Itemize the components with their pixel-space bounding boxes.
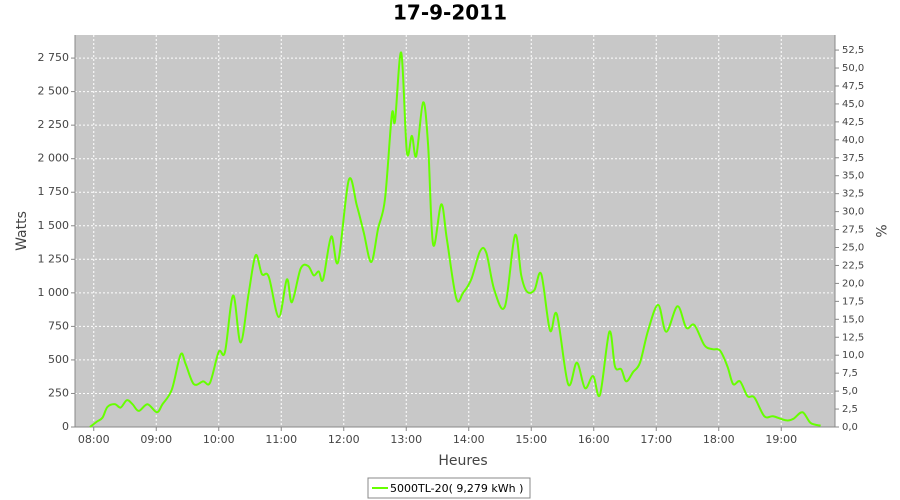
x-axis-label: Heures bbox=[438, 453, 487, 469]
x-tick-label: 12:00 bbox=[328, 433, 360, 446]
x-tick-label: 14:00 bbox=[453, 433, 485, 446]
y-tick-label: 1 000 bbox=[38, 286, 70, 299]
y2-tick-label: 2,5 bbox=[842, 404, 858, 415]
y2-tick-label: 17,5 bbox=[842, 296, 864, 307]
legend-label: 5000TL-20( 9,279 kWh ) bbox=[390, 482, 523, 495]
plot-area bbox=[75, 35, 835, 427]
y-tick-label: 1 250 bbox=[38, 252, 70, 265]
y-tick-label: 1 750 bbox=[38, 185, 70, 198]
legend-box bbox=[367, 477, 531, 499]
y2-tick-label: 0,0 bbox=[842, 422, 858, 433]
y2-tick-label: 5,0 bbox=[842, 386, 858, 397]
x-tick-label: 13:00 bbox=[390, 433, 422, 446]
y2-axis-label: % bbox=[872, 224, 888, 237]
y2-tick-label: 50,0 bbox=[842, 63, 864, 74]
y-tick-label: 750 bbox=[48, 319, 69, 332]
y2-tick-label: 45,0 bbox=[842, 99, 864, 110]
x-tick-label: 11:00 bbox=[265, 433, 297, 446]
y2-tick-label: 10,0 bbox=[842, 350, 864, 361]
y2-tick-label: 27,5 bbox=[842, 225, 864, 236]
y2-tick-label: 35,0 bbox=[842, 171, 864, 182]
chart-title: 17-9-2011 bbox=[393, 1, 507, 25]
y-tick-label: 500 bbox=[48, 353, 69, 366]
y2-tick-label: 30,0 bbox=[842, 207, 864, 218]
y2-tick-label: 42,5 bbox=[842, 117, 864, 128]
x-tick-label: 09:00 bbox=[140, 433, 172, 446]
y2-tick-label: 37,5 bbox=[842, 153, 864, 164]
y-tick-label: 2 500 bbox=[38, 85, 70, 98]
x-tick-label: 18:00 bbox=[703, 433, 735, 446]
y-tick-label: 250 bbox=[48, 386, 69, 399]
y-tick-label: 1 500 bbox=[38, 219, 70, 232]
y-tick-label: 2 000 bbox=[38, 152, 70, 165]
data-line bbox=[89, 51, 821, 428]
y2-tick-label: 52,5 bbox=[842, 45, 864, 56]
y2-tick-label: 22,5 bbox=[842, 260, 864, 271]
y2-tick-label: 12,5 bbox=[842, 332, 864, 343]
y-tick-label: 2 250 bbox=[38, 118, 70, 131]
y2-tick-label: 25,0 bbox=[842, 243, 864, 254]
x-tick-label: 15:00 bbox=[515, 433, 547, 446]
y2-tick-label: 20,0 bbox=[842, 278, 864, 289]
x-tick-label: 19:00 bbox=[765, 433, 797, 446]
y2-tick-label: 15,0 bbox=[842, 314, 864, 325]
y2-tick-label: 40,0 bbox=[842, 135, 864, 146]
x-tick-label: 10:00 bbox=[203, 433, 235, 446]
y-tick-label: 0 bbox=[62, 420, 69, 433]
x-tick-label: 16:00 bbox=[578, 433, 610, 446]
y2-tick-label: 32,5 bbox=[842, 189, 864, 200]
y-axis-label: Watts bbox=[14, 211, 30, 251]
y2-tick-label: 7,5 bbox=[842, 368, 858, 379]
y2-tick-label: 47,5 bbox=[842, 81, 864, 92]
y-tick-label: 2 750 bbox=[38, 51, 70, 64]
x-tick-label: 17:00 bbox=[640, 433, 672, 446]
x-tick-label: 08:00 bbox=[78, 433, 110, 446]
